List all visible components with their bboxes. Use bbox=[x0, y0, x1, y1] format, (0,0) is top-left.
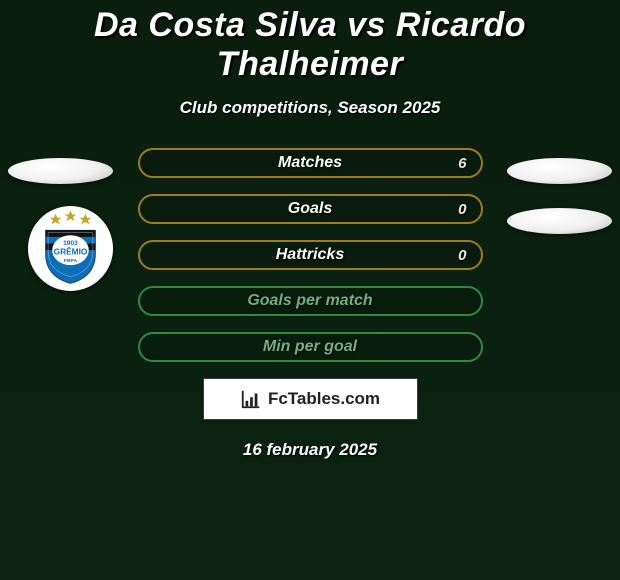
stat-label: Goals per match bbox=[247, 292, 372, 310]
player1-club-badge: 1903 GRÊMIO FBPA bbox=[28, 206, 113, 291]
page-title: Da Costa Silva vs Ricardo Thalheimer bbox=[0, 0, 620, 84]
stat-row: Goals per match bbox=[138, 286, 483, 316]
stat-value: 0 bbox=[458, 247, 466, 264]
brand-text: FcTables.com bbox=[268, 389, 380, 409]
stat-row: Min per goal bbox=[138, 332, 483, 362]
stat-value: 0 bbox=[458, 201, 466, 218]
stat-rows: Matches 6 Goals 0 Hattricks 0 Goals per match M… bbox=[138, 148, 483, 362]
subtitle: Club competitions, Season 2025 bbox=[0, 98, 620, 118]
player1-photo-placeholder bbox=[8, 158, 113, 184]
comparison-panel: 1903 GRÊMIO FBPA Matches6Goals0Hattricks… bbox=[0, 148, 620, 460]
stat-label: Hattricks bbox=[276, 246, 344, 264]
stat-label: Min per goal bbox=[263, 338, 357, 356]
date-text: 16 february 2025 bbox=[0, 440, 620, 460]
gremio-crest-icon: 1903 GRÊMIO FBPA bbox=[29, 207, 112, 290]
stat-row: Hattricks 0 bbox=[138, 240, 483, 270]
chart-icon bbox=[240, 388, 262, 410]
stat-value: 6 bbox=[458, 155, 466, 172]
player2-club-placeholder bbox=[507, 208, 612, 234]
brand-box: FcTables.com bbox=[203, 378, 418, 420]
stat-label: Goals bbox=[288, 200, 332, 218]
stat-row: Matches 6 bbox=[138, 148, 483, 178]
stat-row: Goals 0 bbox=[138, 194, 483, 224]
stat-label: Matches bbox=[278, 154, 342, 172]
svg-text:FBPA: FBPA bbox=[64, 258, 78, 264]
svg-text:GRÊMIO: GRÊMIO bbox=[54, 245, 88, 256]
player2-photo-placeholder bbox=[507, 158, 612, 184]
